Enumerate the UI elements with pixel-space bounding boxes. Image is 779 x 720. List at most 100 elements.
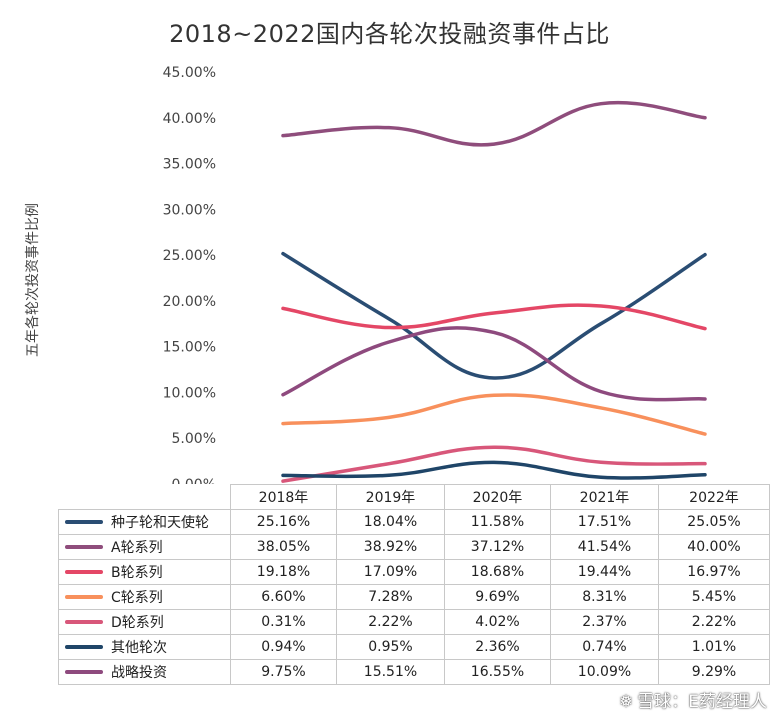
data-label: 17.09%	[336, 559, 445, 585]
data-point	[281, 252, 285, 256]
data-label: 2.22%	[658, 609, 770, 635]
data-label: 1.01%	[658, 634, 770, 660]
data-label: 0.74%	[550, 634, 659, 660]
data-point	[387, 326, 391, 330]
y-tick-label: 45.00%	[163, 65, 216, 81]
data-label: 0.95%	[336, 634, 445, 660]
legend-label: 其他轮次	[111, 640, 167, 656]
data-point	[599, 304, 603, 308]
data-label: 0.31%	[230, 609, 337, 635]
chart-title: 2018~2022国内各轮次投融资事件占比	[169, 20, 610, 48]
data-point	[599, 322, 603, 326]
data-label: 2.36%	[444, 634, 551, 660]
data-point	[387, 317, 391, 321]
legend-swatch	[65, 520, 103, 524]
data-point	[387, 473, 391, 477]
legend-swatch	[65, 620, 103, 624]
data-point	[492, 376, 496, 380]
data-point	[492, 330, 496, 334]
data-point	[492, 311, 496, 315]
data-point	[387, 126, 391, 130]
data-point	[387, 340, 391, 344]
data-label: 17.51%	[550, 509, 659, 535]
legend-label: D轮系列	[111, 615, 164, 631]
data-point	[703, 116, 707, 120]
data-point	[492, 393, 496, 397]
data-label: 9.75%	[230, 659, 337, 685]
data-point	[281, 422, 285, 426]
data-label: 11.58%	[444, 509, 551, 535]
table-row: 其他轮次 0.94% 0.95% 2.36% 0.74% 1.01%	[58, 634, 770, 660]
legend-swatch	[65, 595, 103, 599]
snowball-logo-icon: ❅	[619, 692, 634, 712]
data-label: 9.29%	[658, 659, 770, 685]
data-point	[703, 462, 707, 466]
data-label: 8.31%	[550, 584, 659, 610]
y-tick-label: 10.00%	[163, 385, 216, 401]
y-tick-label: 5.00%	[172, 431, 216, 447]
data-label: 10.09%	[550, 659, 659, 685]
data-table: 2018年 2019年 2020年 2021年 2022年 种子轮和天使轮 25.16% 18…	[58, 484, 770, 685]
data-label: 2.22%	[336, 609, 445, 635]
legend-label: 战略投资	[111, 665, 167, 681]
data-point	[599, 406, 603, 410]
table-row: B轮系列 19.18% 17.09% 18.68% 19.44% 16.97%	[58, 559, 770, 585]
data-point	[281, 479, 285, 483]
data-point	[492, 445, 496, 449]
x-tick-label: 2019年	[336, 484, 445, 510]
table-header-row: 2018年 2019年 2020年 2021年 2022年	[58, 484, 770, 510]
data-point	[492, 460, 496, 464]
data-point	[387, 462, 391, 466]
data-label: 18.04%	[336, 509, 445, 535]
legend-entry: 战略投资	[58, 659, 231, 685]
legend-entry: 种子轮和天使轮	[58, 509, 231, 535]
data-point	[599, 102, 603, 106]
legend-entry: C轮系列	[58, 584, 231, 610]
data-label: 6.60%	[230, 584, 337, 610]
legend-label: B轮系列	[111, 565, 163, 581]
data-point	[599, 460, 603, 464]
series-line-2	[281, 303, 707, 331]
chart-plot: 0.00% 5.00% 10.00% 15.00% 20.00% 25.00% 30.00%…	[163, 65, 707, 484]
data-point	[703, 327, 707, 331]
data-point	[599, 390, 603, 394]
data-point	[492, 142, 496, 146]
legend-swatch	[65, 645, 103, 649]
data-label: 9.69%	[444, 584, 551, 610]
data-label: 7.28%	[336, 584, 445, 610]
legend-entry: A轮系列	[58, 534, 231, 560]
legend-label: 种子轮和天使轮	[111, 515, 209, 531]
table-row: 种子轮和天使轮 25.16% 18.04% 11.58% 17.51% 25.05%	[58, 509, 770, 535]
series-line-3	[281, 393, 707, 436]
table-row: C轮系列 6.60% 7.28% 9.69% 8.31% 5.45%	[58, 584, 770, 610]
table-row: D轮系列 0.31% 2.22% 4.02% 2.37% 2.22%	[58, 609, 770, 635]
data-label: 25.05%	[658, 509, 770, 535]
data-label: 19.44%	[550, 559, 659, 585]
data-label: 16.55%	[444, 659, 551, 685]
legend-swatch	[65, 570, 103, 574]
data-label: 18.68%	[444, 559, 551, 585]
data-point	[281, 134, 285, 138]
x-tick-label: 2020年	[444, 484, 551, 510]
x-tick-label: 2021年	[550, 484, 659, 510]
y-tick-label: 30.00%	[163, 202, 216, 218]
data-label: 38.05%	[230, 534, 337, 560]
legend-entry: B轮系列	[58, 559, 231, 585]
table-row: 战略投资 9.75% 15.51% 16.55% 10.09% 9.29%	[58, 659, 770, 685]
data-label: 25.16%	[230, 509, 337, 535]
data-label: 4.02%	[444, 609, 551, 635]
data-point	[703, 432, 707, 436]
y-tick-label: 15.00%	[163, 340, 216, 356]
data-point	[703, 473, 707, 477]
x-tick-label: 2018年	[230, 484, 337, 510]
data-label: 40.00%	[658, 534, 770, 560]
data-point	[387, 415, 391, 419]
y-tick-label: 20.00%	[163, 294, 216, 310]
legend-label: C轮系列	[111, 590, 163, 606]
data-label: 16.97%	[658, 559, 770, 585]
legend-label: A轮系列	[111, 540, 163, 556]
legend-entry: D轮系列	[58, 609, 231, 635]
y-tick-label: 25.00%	[163, 248, 216, 264]
data-point	[281, 306, 285, 310]
data-label: 0.94%	[230, 634, 337, 660]
